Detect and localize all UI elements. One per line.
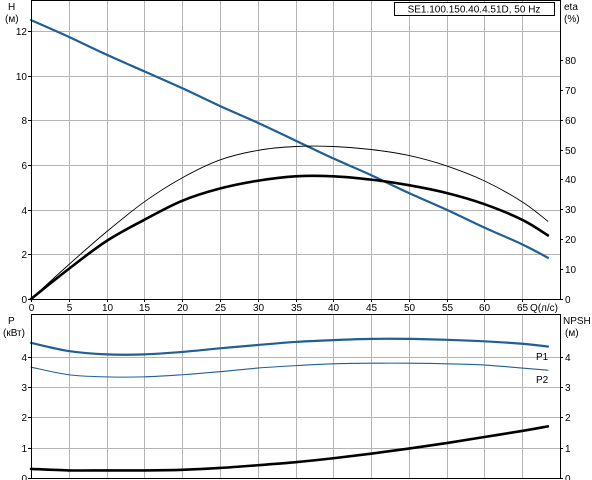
bottom-series-line-1 [29, 337, 550, 356]
x-tick-label: 35 [291, 303, 303, 314]
y2-axis-label-eta: eta [564, 2, 578, 13]
top-series-line-1 [29, 18, 550, 259]
x-tick-label: 55 [442, 303, 454, 314]
bottom-series-line-2 [30, 362, 549, 378]
y2-tick-label: 80 [565, 56, 577, 67]
x-tick-label: 0 [29, 303, 35, 314]
top-series-line-2 [29, 174, 550, 301]
y2-axis-label-npsh: NPSH [563, 316, 591, 327]
y-axis-label-p: P [8, 316, 15, 327]
top-chart-grid [31, 0, 560, 299]
x-tick-label: 15 [139, 303, 151, 314]
series-label-p2: P2 [536, 375, 549, 386]
y2-tick-label: 3 [565, 383, 571, 394]
y2-tick-label: 0 [565, 474, 571, 480]
y-tick-label: 0 [21, 474, 27, 480]
x-tick-label: 5 [67, 303, 73, 314]
y2-tick-label: 10 [565, 265, 577, 276]
y-tick-label: 8 [21, 116, 27, 127]
y-axis-unit-h: (м) [5, 14, 19, 25]
bottom-chart-grid [31, 314, 560, 478]
y2-tick-label: 2 [565, 413, 571, 424]
top-series-line-3 [30, 145, 549, 300]
y-tick-label: 3 [21, 383, 27, 394]
top-chart-ticks: 0 5 10 15 20 25 30 35 40 45 50 55 60 65 0 2 4 6 8 10 12 0 10 20… [16, 27, 577, 314]
x-tick-label: 60 [479, 303, 491, 314]
y-tick-label: 10 [16, 72, 28, 83]
y-tick-label: 0 [21, 295, 27, 306]
chart-title: SE1.100.150.40.4.51D, 50 Hz [408, 5, 541, 16]
x-tick-label: 20 [177, 303, 189, 314]
x-tick-label: 45 [366, 303, 378, 314]
y-tick-label: 4 [21, 206, 27, 217]
x-axis-label-q: Q(л/с) [530, 303, 558, 314]
bottom-chart-curves [29, 337, 550, 472]
y-tick-label: 2 [21, 413, 27, 424]
y-axis-unit-p: (кВт) [3, 328, 25, 339]
y2-tick-label: 60 [565, 116, 577, 127]
y-tick-label: 2 [21, 250, 27, 261]
y2-tick-label: 20 [565, 235, 577, 246]
bottom-chart-ticks: 0 1 2 3 4 0 1 2 3 4 [21, 353, 571, 480]
y2-tick-label: 40 [565, 175, 577, 186]
y-tick-label: 12 [16, 27, 28, 38]
x-tick-label: 40 [328, 303, 340, 314]
y2-axis-unit-npsh: (м) [565, 328, 579, 339]
x-tick-label: 25 [215, 303, 227, 314]
y2-tick-label: 4 [565, 353, 571, 364]
series-label-p1: P1 [536, 352, 549, 363]
y-tick-label: 6 [21, 161, 27, 172]
y-tick-label: 1 [21, 444, 27, 455]
y-tick-label: 4 [21, 353, 27, 364]
bottom-series-line-3 [29, 425, 550, 472]
y2-tick-label: 1 [565, 444, 571, 455]
y2-tick-label: 0 [565, 295, 571, 306]
x-tick-label: 65 [517, 303, 529, 314]
bottom-chart-frame [31, 314, 561, 479]
x-tick-label: 50 [404, 303, 416, 314]
y-axis-label-h: H [8, 2, 15, 13]
x-tick-label: 30 [253, 303, 265, 314]
top-chart-curves [29, 18, 550, 301]
x-tick-label: 10 [102, 303, 114, 314]
y2-tick-label: 50 [565, 146, 577, 157]
y2-tick-label: 30 [565, 205, 577, 216]
y2-tick-label: 70 [565, 86, 577, 97]
y2-axis-unit-eta: (%) [564, 14, 580, 25]
chart-title-box: SE1.100.150.40.4.51D, 50 Hz [394, 2, 555, 16]
